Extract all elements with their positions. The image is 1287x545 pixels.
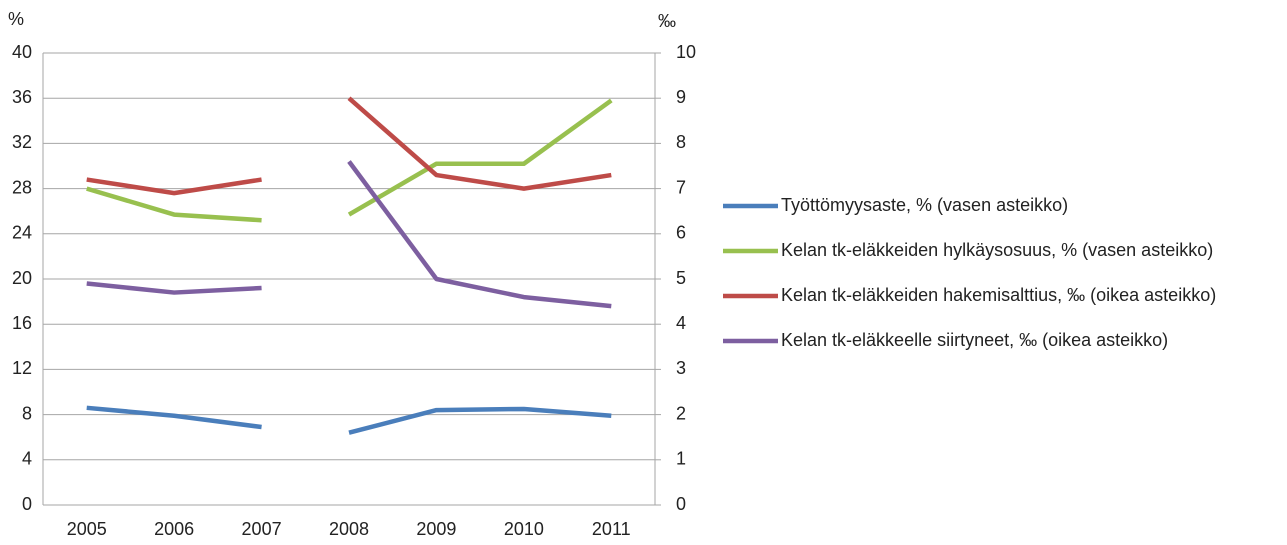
y-tick-label: 40 [12,42,32,62]
y2-axis-title: ‰ [658,11,676,31]
y-tick-label: 24 [12,223,32,243]
x-tick-label: 2007 [242,519,282,539]
y2-tick-label: 5 [676,268,686,288]
series-line [86,186,262,223]
series-line [347,96,612,191]
y-tick-label: 20 [12,268,32,288]
x-tick-label: 2010 [504,519,544,539]
series-line [347,98,613,217]
y-tick-label: 32 [12,132,32,152]
y-tick-label: 16 [12,313,32,333]
legend-label: Työttömyysaste, % (vasen asteikko) [781,195,1068,215]
y2-tick-label: 1 [676,449,686,469]
y-tick-label: 8 [22,403,32,423]
series-line [86,177,262,196]
y-axis-title: % [8,9,24,29]
series-line [348,406,612,435]
x-tick-label: 2006 [154,519,194,539]
y-tick-label: 12 [12,358,32,378]
x-tick-label: 2009 [416,519,456,539]
y2-tick-label: 7 [676,177,686,197]
y2-tick-label: 0 [676,494,686,514]
legend-label: Kelan tk-eläkkeelle siirtyneet, ‰ (oikea… [781,330,1168,350]
y-tick-label: 4 [22,449,32,469]
y-tick-label: 28 [12,177,32,197]
series-line [86,281,262,295]
y2-tick-label: 4 [676,313,686,333]
x-tick-label: 2008 [329,519,369,539]
series-line [347,160,612,309]
y-tick-label: 0 [22,494,32,514]
x-tick-label: 2011 [592,519,631,539]
y2-tick-label: 3 [676,358,686,378]
series-line [86,405,262,430]
y2-tick-label: 8 [676,132,686,152]
y2-tick-label: 9 [676,87,686,107]
legend-label: Kelan tk-eläkkeiden hakemisalttius, ‰ (o… [781,285,1216,305]
y2-tick-label: 6 [676,223,686,243]
y2-tick-label: 10 [676,42,696,62]
x-tick-label: 2005 [67,519,107,539]
y2-tick-label: 2 [676,403,686,423]
y-tick-label: 36 [12,87,32,107]
legend-label: Kelan tk-eläkkeiden hylkäysosuus, % (vas… [781,240,1213,260]
